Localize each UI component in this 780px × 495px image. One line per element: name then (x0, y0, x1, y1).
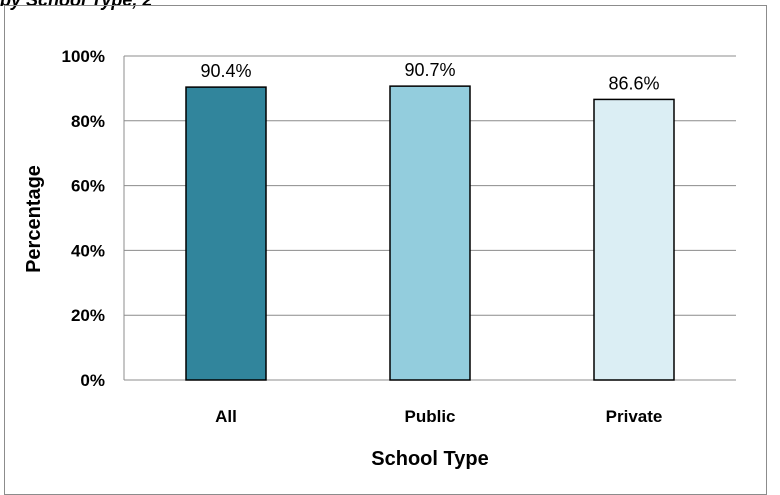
data-label-public: 90.7% (404, 60, 455, 80)
y-tick-label: 40% (71, 241, 105, 260)
x-tick-label-all: All (215, 407, 237, 426)
data-label-all: 90.4% (200, 61, 251, 81)
x-tick-label-public: Public (404, 407, 455, 426)
bar-public (389, 85, 471, 381)
x-tick-label-private: Private (606, 407, 663, 426)
y-tick-label: 80% (71, 112, 105, 131)
y-axis-title: Percentage (23, 165, 45, 273)
x-axis-title: School Type (371, 448, 488, 470)
bar-all (185, 86, 267, 381)
y-tick-label: 0% (80, 371, 105, 390)
bars (185, 85, 675, 381)
y-tick-label: 100% (62, 47, 105, 66)
bar-chart: 0% 20% 40% 60% 80% 100% 90.4% All 90.7% Public 86.… (23, 47, 736, 470)
bar-private (593, 98, 675, 381)
data-label-private: 86.6% (608, 73, 659, 93)
y-tick-label: 20% (71, 306, 105, 325)
y-tick-label: 60% (71, 177, 105, 196)
labels: 0% 20% 40% 60% 80% 100% 90.4% All 90.7% Public 86.… (62, 47, 663, 426)
